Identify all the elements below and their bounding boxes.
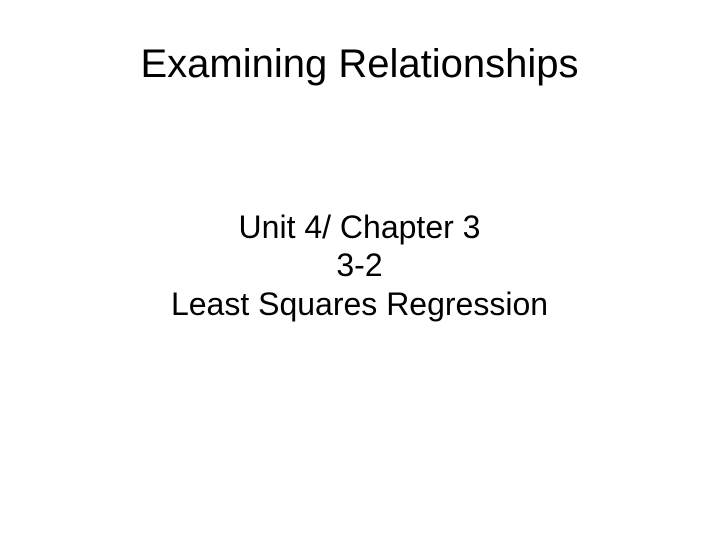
subtitle-line-1: Unit 4/ Chapter 3	[0, 208, 719, 246]
slide-container: Examining Relationships Unit 4/ Chapter …	[0, 0, 719, 539]
subtitle-line-2: 3-2	[0, 246, 719, 284]
subtitle-line-3: Least Squares Regression	[0, 285, 719, 323]
slide-title: Examining Relationships	[0, 42, 719, 87]
slide-subtitle: Unit 4/ Chapter 3 3-2 Least Squares Regr…	[0, 208, 719, 323]
